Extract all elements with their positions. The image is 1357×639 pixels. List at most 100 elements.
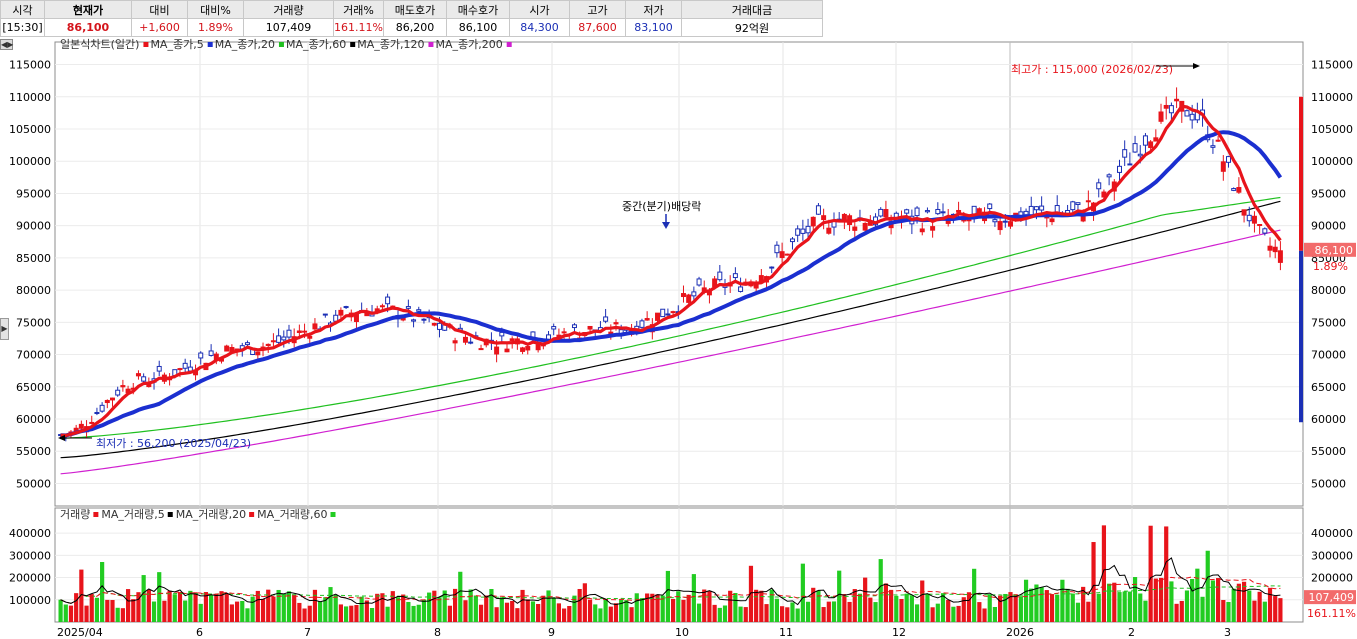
volume-bar — [437, 597, 442, 622]
candle-body — [883, 209, 889, 218]
candle-body — [120, 385, 126, 388]
price-y-tick-label-left: 50000 — [16, 477, 51, 490]
volume-bar — [214, 594, 219, 622]
volume-bar — [58, 599, 63, 622]
volume-y-tick-label-left: 100000 — [9, 594, 51, 607]
last-change-pct-label: 1.89% — [1313, 260, 1348, 273]
volume-bar — [432, 590, 437, 622]
sidebar-expand-chevron-icon[interactable]: ▶ — [0, 318, 9, 340]
price-y-tick-label-left: 75000 — [16, 316, 51, 329]
volume-bar — [541, 595, 546, 622]
chart-area[interactable]: 50000 50000 55000 55000 60000 60000 65000 65000… — [0, 36, 1357, 639]
volume-bar — [151, 601, 157, 622]
candle-body — [1007, 221, 1013, 227]
volume-bar — [1241, 581, 1247, 622]
volume-bar — [1060, 579, 1065, 622]
volume-bar — [281, 593, 286, 622]
panel-toggle-arrows-icon[interactable]: ◀▶ — [0, 39, 14, 50]
volume-bar — [1034, 584, 1039, 622]
volume-bar — [1247, 590, 1252, 622]
quote-header-turnover: 거래대금 — [681, 0, 823, 19]
volume-bar — [920, 580, 925, 622]
volume-bar — [1179, 600, 1184, 622]
volume-bar — [188, 590, 193, 622]
volume-bar — [774, 598, 780, 622]
volume-bar — [785, 607, 790, 622]
range-bar-down — [1299, 250, 1303, 423]
candle-body — [1246, 214, 1252, 222]
volume-bar — [1112, 582, 1117, 622]
quote-volume: 107,409 — [243, 18, 334, 37]
ma20-series-line — [60, 130, 1283, 438]
volume-bar — [219, 591, 224, 622]
volume-bar — [1143, 600, 1148, 622]
volume-bar — [380, 593, 385, 622]
volume-bar — [1122, 591, 1127, 622]
candle-body — [520, 347, 526, 352]
volume-bar — [1044, 590, 1049, 622]
candle-body — [1189, 113, 1195, 121]
volume-bar — [800, 563, 805, 622]
volume-bar — [131, 599, 136, 622]
volume-bar — [395, 597, 401, 622]
candle-body — [1148, 141, 1154, 149]
volume-bar — [354, 605, 359, 622]
candle-body — [686, 294, 692, 303]
volume-bar — [1013, 594, 1018, 622]
volume-bar — [473, 595, 478, 622]
volume-bar — [956, 605, 961, 622]
volume-bar — [863, 577, 868, 622]
volume-bar — [125, 589, 131, 622]
candle-body — [1137, 153, 1143, 157]
candle-body — [416, 309, 422, 312]
volume-bar — [1029, 588, 1034, 622]
candle-body — [135, 373, 141, 377]
volume-bar — [1117, 592, 1122, 622]
price-y-tick-label-right: 95000 — [1311, 187, 1346, 200]
stock-chart-svg[interactable]: 50000 50000 55000 55000 60000 60000 65000 65000… — [0, 36, 1357, 639]
price-y-tick-label-left: 95000 — [16, 187, 51, 200]
volume-bar — [484, 595, 489, 622]
volume-bar — [966, 592, 972, 622]
volume-bar — [318, 601, 323, 622]
volume-bar — [764, 604, 769, 622]
volume-bar — [1278, 598, 1283, 622]
candle-body — [270, 340, 276, 343]
candle-body — [198, 352, 204, 359]
last-volume-tag-label: 107,409 — [1309, 591, 1355, 604]
volume-bar — [619, 599, 624, 622]
volume-bar — [79, 569, 84, 622]
x-tick-label: 8 — [434, 626, 441, 639]
price-y-tick-label-right: 115000 — [1311, 59, 1353, 72]
candle-body — [904, 209, 910, 214]
candle-body — [956, 209, 962, 213]
quote-header-time: 시각 — [0, 0, 45, 19]
volume-bar — [302, 608, 307, 622]
candle-body — [800, 228, 806, 234]
candle-body — [1163, 104, 1169, 109]
ma120-series-line — [60, 200, 1281, 459]
volume-bar — [515, 608, 520, 622]
price-y-tick-label-left: 55000 — [16, 445, 51, 458]
price-y-tick-label-left: 90000 — [16, 220, 51, 233]
volume-bar — [1138, 593, 1143, 622]
high-price-arrow-icon — [1193, 63, 1200, 69]
x-tick-label: 11 — [779, 626, 793, 639]
volume-bar — [598, 608, 603, 622]
volume-bar — [136, 592, 141, 622]
volume-bar — [546, 590, 551, 622]
quote-header-low: 저가 — [625, 0, 682, 19]
volume-y-tick-label-right: 300000 — [1311, 549, 1353, 562]
volume-bar — [805, 601, 811, 622]
volume-bar — [411, 605, 416, 622]
volume-bar — [343, 606, 349, 622]
volume-bar — [1065, 588, 1070, 622]
volume-bar — [702, 589, 707, 622]
candle-body — [1116, 165, 1122, 173]
volume-bar — [577, 588, 582, 622]
price-y-tick-label-right: 70000 — [1311, 349, 1346, 362]
volume-bar — [1210, 580, 1216, 622]
volume-bar — [1267, 587, 1273, 622]
volume-bar — [1008, 592, 1013, 622]
volume-bar — [1091, 542, 1096, 622]
